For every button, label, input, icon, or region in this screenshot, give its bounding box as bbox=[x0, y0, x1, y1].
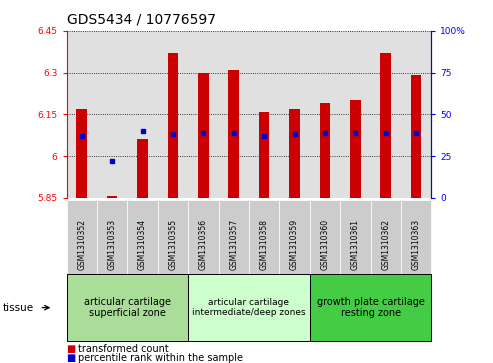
Bar bbox=[411, 76, 422, 198]
Text: GSM1310361: GSM1310361 bbox=[351, 220, 360, 270]
Bar bbox=[188, 31, 218, 198]
Text: articular cartilage
intermediate/deep zones: articular cartilage intermediate/deep zo… bbox=[192, 298, 306, 317]
Bar bbox=[198, 73, 209, 198]
Bar bbox=[76, 109, 87, 198]
Text: GSM1310353: GSM1310353 bbox=[107, 219, 117, 270]
Bar bbox=[381, 53, 391, 198]
Bar bbox=[401, 31, 431, 198]
Bar bbox=[249, 31, 280, 198]
Text: GSM1310357: GSM1310357 bbox=[229, 219, 238, 270]
Text: articular cartilage
superficial zone: articular cartilage superficial zone bbox=[84, 297, 171, 318]
Text: GSM1310360: GSM1310360 bbox=[320, 219, 329, 270]
Text: GSM1310363: GSM1310363 bbox=[412, 219, 421, 270]
Bar bbox=[168, 53, 178, 198]
Text: growth plate cartilage
resting zone: growth plate cartilage resting zone bbox=[317, 297, 424, 318]
Bar bbox=[158, 31, 188, 198]
Bar bbox=[127, 31, 158, 198]
Text: GSM1310359: GSM1310359 bbox=[290, 219, 299, 270]
Text: GSM1310362: GSM1310362 bbox=[381, 220, 390, 270]
Bar bbox=[340, 31, 371, 198]
Bar bbox=[371, 31, 401, 198]
Text: ■: ■ bbox=[67, 344, 76, 354]
Bar bbox=[107, 196, 117, 198]
Bar bbox=[259, 111, 270, 198]
Bar bbox=[350, 101, 361, 198]
Bar bbox=[319, 103, 330, 198]
Text: GSM1310358: GSM1310358 bbox=[260, 220, 269, 270]
Text: ■: ■ bbox=[67, 353, 76, 363]
Text: GSM1310352: GSM1310352 bbox=[77, 220, 86, 270]
Bar bbox=[67, 31, 97, 198]
Bar bbox=[137, 139, 148, 198]
Text: GSM1310355: GSM1310355 bbox=[169, 219, 177, 270]
Bar bbox=[228, 70, 239, 198]
Text: GSM1310354: GSM1310354 bbox=[138, 219, 147, 270]
Text: transformed count: transformed count bbox=[78, 344, 169, 354]
Bar bbox=[310, 31, 340, 198]
Text: tissue: tissue bbox=[2, 303, 34, 313]
Bar bbox=[280, 31, 310, 198]
Bar bbox=[218, 31, 249, 198]
Bar bbox=[97, 31, 127, 198]
Text: percentile rank within the sample: percentile rank within the sample bbox=[78, 353, 243, 363]
Bar bbox=[289, 109, 300, 198]
Text: GDS5434 / 10776597: GDS5434 / 10776597 bbox=[67, 13, 215, 27]
Text: GSM1310356: GSM1310356 bbox=[199, 219, 208, 270]
